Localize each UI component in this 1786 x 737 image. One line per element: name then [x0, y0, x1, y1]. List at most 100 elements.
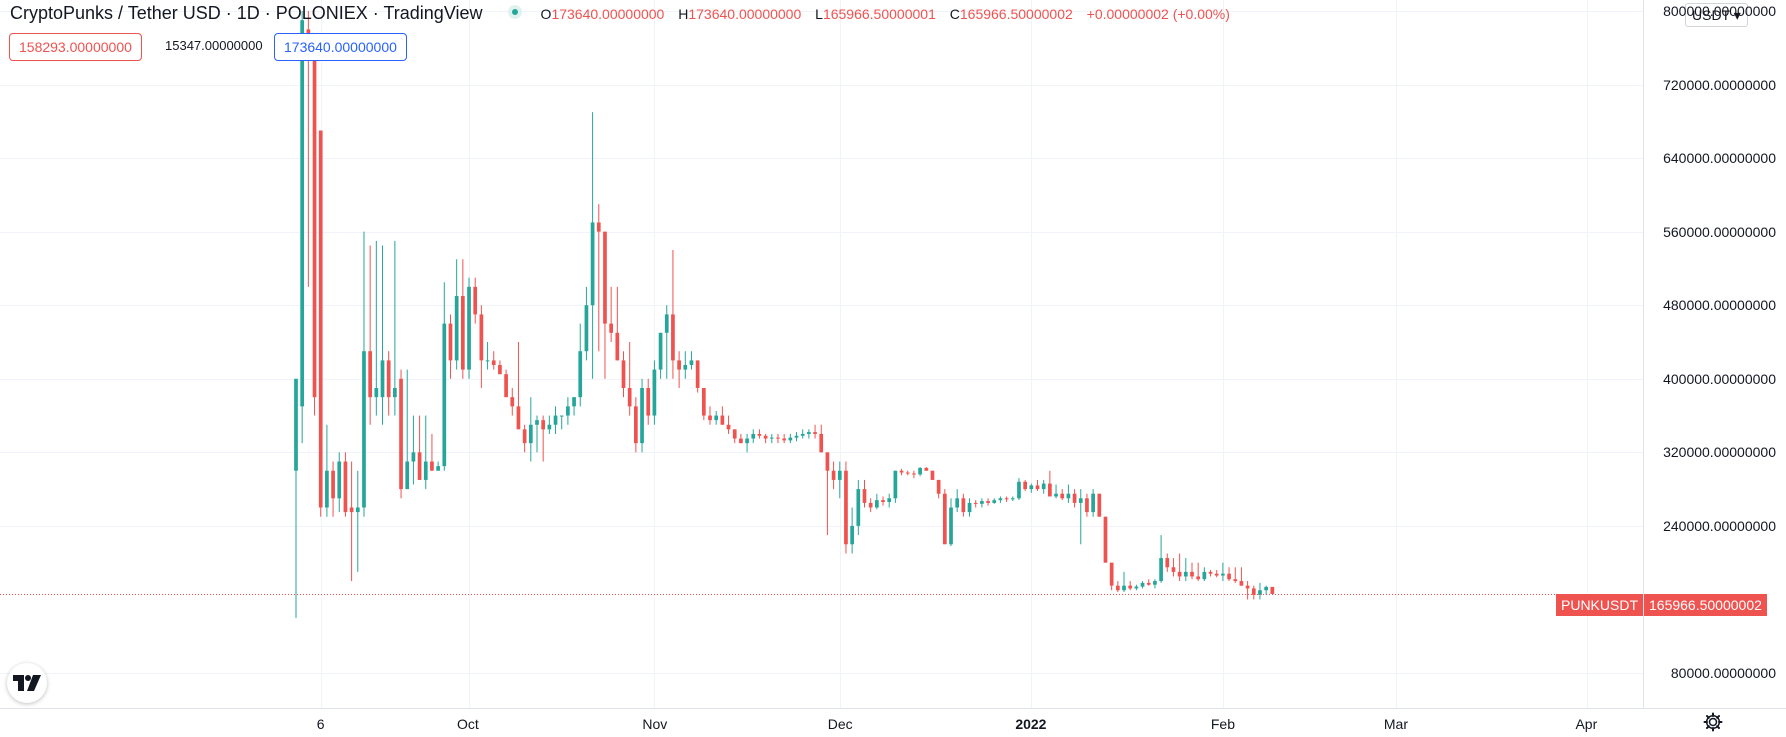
candle-body	[1171, 567, 1176, 572]
candle	[294, 378, 298, 618]
candle	[745, 433, 749, 453]
candle	[905, 470, 910, 476]
candle-body	[442, 323, 447, 467]
candle-body	[1023, 481, 1028, 490]
candle-body	[479, 314, 484, 361]
tradingview-logo[interactable]	[7, 663, 47, 703]
candle-body	[658, 332, 663, 370]
candle	[1177, 553, 1182, 582]
candle	[337, 452, 342, 513]
price-tick-label: 240000.00000000	[1663, 517, 1776, 534]
candle	[695, 360, 700, 393]
candle	[720, 406, 725, 425]
candle-body	[899, 470, 904, 473]
candle	[652, 360, 657, 425]
candle-body	[430, 461, 434, 471]
candle	[318, 130, 323, 517]
candle	[498, 360, 502, 375]
candle	[769, 433, 774, 444]
candle-body	[1010, 498, 1015, 500]
candle	[831, 461, 836, 490]
candle	[973, 500, 978, 508]
candle-body	[689, 360, 694, 365]
price-tick-label: 720000.00000000	[1663, 76, 1776, 93]
symbol-title[interactable]: CryptoPunks / Tether USD · 1D · POLONIEX…	[10, 3, 483, 23]
candle-body	[590, 222, 595, 306]
candle	[1078, 489, 1083, 545]
candle	[1060, 489, 1065, 501]
candle	[1048, 470, 1052, 497]
candle-body	[1190, 571, 1194, 577]
sell-button[interactable]: 158293.00000000	[9, 33, 142, 61]
candle	[1146, 579, 1151, 586]
candle	[491, 351, 496, 370]
open-label: O	[540, 6, 552, 22]
time-tick-label: Nov	[642, 716, 668, 732]
buy-button[interactable]: 173640.00000000	[274, 33, 407, 61]
candle	[683, 351, 688, 379]
time-tick-label: 6	[316, 716, 325, 732]
candle-body	[417, 452, 422, 480]
candle	[701, 387, 706, 421]
tradingview-logo-icon	[13, 675, 41, 691]
open-value: 173640.00000000	[551, 6, 665, 22]
time-tick-label: 2022	[1015, 716, 1047, 732]
candle-body	[887, 498, 892, 502]
candle-body	[541, 420, 546, 430]
candle-body	[1103, 516, 1108, 563]
candle	[757, 429, 762, 439]
time-tick-label: Mar	[1383, 716, 1409, 732]
candle	[986, 498, 990, 506]
candle-body	[318, 130, 323, 508]
candle-body	[751, 433, 756, 439]
candle	[1041, 479, 1046, 494]
candle-body	[596, 222, 601, 232]
gear-icon[interactable]	[1703, 712, 1723, 732]
candle-body	[300, 20, 305, 407]
candle	[1072, 489, 1077, 508]
candle	[1103, 516, 1108, 563]
candle-body	[553, 415, 558, 425]
candle	[590, 112, 595, 379]
candle-body	[491, 360, 496, 365]
candle-body	[1134, 586, 1139, 589]
candle	[862, 479, 867, 508]
candle-body	[343, 461, 348, 513]
symbol-label: PUNKUSDT	[1561, 597, 1639, 613]
candle-body	[998, 498, 1003, 501]
candle	[300, 11, 305, 444]
candle	[825, 452, 830, 536]
candle	[1004, 496, 1009, 502]
candle-body	[615, 332, 620, 361]
candle-body	[967, 502, 972, 513]
candle	[349, 461, 354, 582]
candle-body	[881, 500, 885, 502]
candle	[405, 369, 410, 490]
candle-body	[547, 424, 552, 430]
price-tick-label: 560000.00000000	[1663, 223, 1776, 240]
currency-select[interactable]: USDT ▾	[1685, 3, 1748, 27]
candle	[386, 351, 391, 416]
candle-body	[485, 360, 490, 362]
candle	[677, 351, 681, 388]
candle	[368, 245, 373, 425]
candle-body	[986, 501, 990, 503]
candle-body	[893, 470, 898, 499]
candle-body	[757, 433, 762, 436]
price-tick-label: 320000.00000000	[1663, 444, 1776, 461]
candle-body	[788, 437, 793, 441]
candle-body	[769, 437, 774, 439]
candle	[1066, 484, 1071, 503]
candle-body	[844, 470, 848, 545]
candle-body	[1072, 493, 1077, 503]
candle	[813, 424, 817, 439]
time-tick-label: Dec	[827, 716, 853, 732]
candle	[967, 498, 972, 517]
candle	[460, 259, 465, 379]
candle	[1214, 570, 1219, 578]
high-value: 173640.00000000	[688, 6, 802, 22]
candle-body	[399, 378, 403, 490]
high-label: H	[678, 6, 689, 22]
candle	[646, 378, 651, 425]
